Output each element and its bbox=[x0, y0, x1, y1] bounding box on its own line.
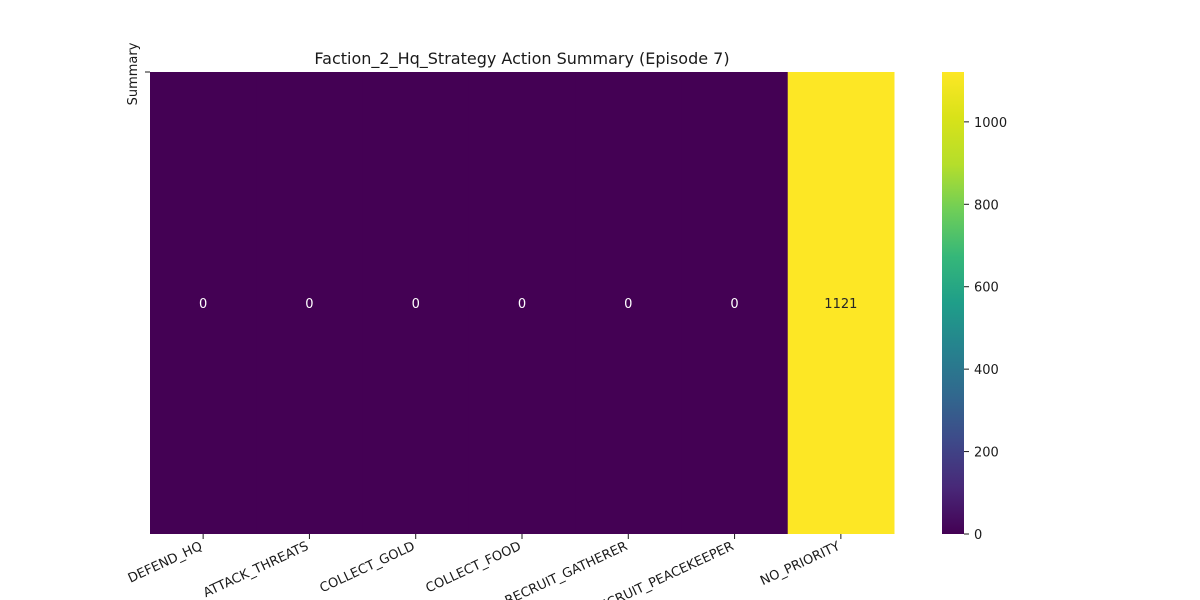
x-tick-label: RECRUIT_GATHERER bbox=[503, 539, 630, 600]
colorbar-tick-label: 0 bbox=[974, 528, 982, 543]
heatmap-cell bbox=[681, 72, 789, 534]
colorbar-tick-label: 200 bbox=[974, 446, 999, 461]
chart-title: Faction_2_Hq_Strategy Action Summary (Ep… bbox=[314, 49, 729, 69]
heatmap-cell bbox=[468, 72, 576, 534]
cell-value-label: 0 bbox=[518, 297, 526, 312]
cell-value-label: 0 bbox=[305, 297, 313, 312]
cell-value-label: 0 bbox=[624, 297, 632, 312]
heatmap-cell bbox=[787, 72, 895, 534]
colorbar: 0 200 400 600 800 1000 bbox=[942, 72, 1007, 543]
colorbar-tick-label: 800 bbox=[974, 198, 999, 213]
heatmap-cell bbox=[362, 72, 470, 534]
colorbar-tick-label: 1000 bbox=[974, 116, 1007, 131]
cell-value-label: 0 bbox=[730, 297, 738, 312]
heatmap-cells: 0 0 0 0 0 0 1121 bbox=[150, 72, 895, 534]
heatmap-cell bbox=[575, 72, 682, 534]
heatmap-cell bbox=[256, 72, 364, 534]
heatmap-cell bbox=[150, 72, 257, 534]
cell-value-label: 0 bbox=[412, 297, 420, 312]
x-tick-label: ATTACK_THREATS bbox=[201, 539, 311, 600]
x-tick-label: DEFEND_HQ bbox=[126, 539, 205, 586]
x-tick-label: COLLECT_FOOD bbox=[424, 539, 524, 596]
colorbar-tick-label: 400 bbox=[974, 363, 999, 378]
y-axis-label: Summary bbox=[126, 42, 141, 105]
x-tick-label: COLLECT_GOLD bbox=[318, 539, 418, 596]
colorbar-ticks: 0 200 400 600 800 1000 bbox=[964, 116, 1007, 543]
cell-value-label: 1121 bbox=[824, 297, 857, 312]
x-tick-label: NO_PRIORITY bbox=[758, 539, 842, 589]
cell-value-label: 0 bbox=[199, 297, 207, 312]
colorbar-gradient bbox=[942, 72, 964, 534]
colorbar-tick-label: 600 bbox=[974, 281, 999, 296]
